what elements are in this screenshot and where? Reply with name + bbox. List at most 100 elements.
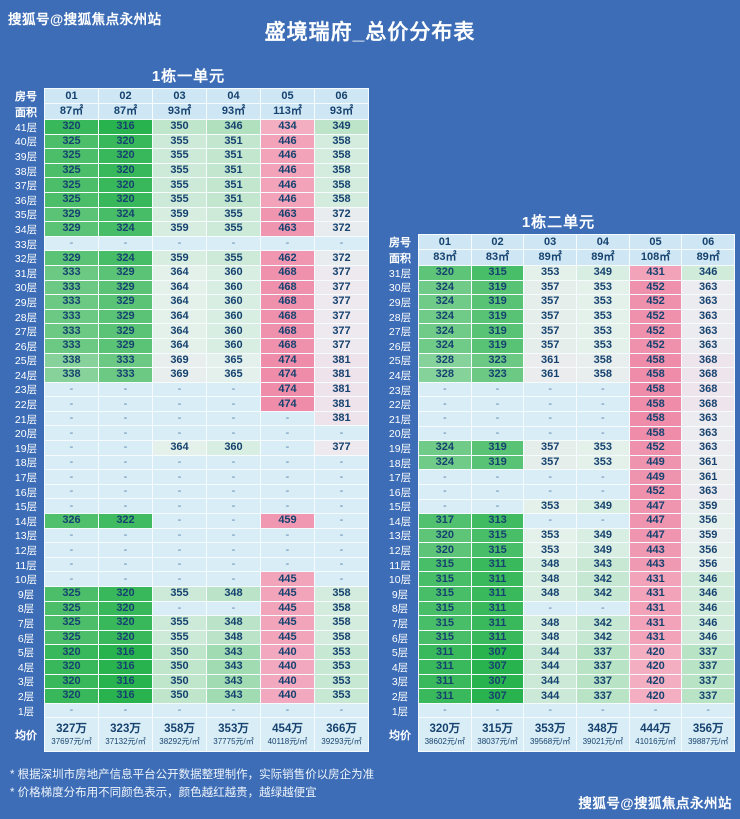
price-cell: 381 <box>315 397 369 412</box>
price-cell: 329 <box>44 251 99 266</box>
price-cell: 468 <box>261 309 315 325</box>
table-row: 5层 320 316 350 343 440 353 <box>8 645 369 660</box>
empty-cell: - <box>524 382 578 398</box>
price-cell: 357 <box>524 295 578 310</box>
price-cell: 440 <box>261 689 315 704</box>
floor-label: 21层 <box>388 413 412 426</box>
avg-cell: 353万 37775元/㎡ <box>207 718 261 753</box>
empty-cell: - <box>315 484 369 500</box>
floor-label: 7层 <box>17 617 35 630</box>
price-cell: 315 <box>418 587 472 602</box>
column-header-cell: 01 <box>418 234 472 250</box>
area-cell: 89㎡ <box>682 250 736 266</box>
price-cell: 317 <box>418 514 472 529</box>
floor-label: 21层 <box>14 413 38 426</box>
floor-label: 7层 <box>391 618 409 631</box>
floor-label: 25层 <box>388 355 412 368</box>
price-cell: 346 <box>682 601 736 617</box>
table-average-row: 均价 320万 38602元/㎡ 315万 38037元/㎡ 353万 39568元/㎡ 34… <box>382 718 736 753</box>
floor-label: 14层 <box>388 515 412 528</box>
table-row: 1层 - - - - - - <box>382 703 736 719</box>
price-cell: 445 <box>261 630 315 646</box>
price-cell: 356 <box>682 557 736 573</box>
empty-cell: - <box>99 382 153 398</box>
area-cell: 93㎡ <box>153 104 207 120</box>
price-cell: 358 <box>577 368 630 383</box>
price-cell: 358 <box>315 630 369 646</box>
price-cell: 311 <box>471 587 525 602</box>
empty-cell: - <box>207 470 261 485</box>
avg-cell: 353万 39568元/㎡ <box>524 718 578 753</box>
price-cell: 353 <box>315 645 369 660</box>
empty-cell: - <box>315 455 369 471</box>
price-cell: 474 <box>261 368 315 383</box>
price-cell: 353 <box>577 280 630 296</box>
price-cell: 333 <box>99 353 153 369</box>
price-cell: 474 <box>261 353 315 369</box>
floor-label: 20层 <box>14 428 38 441</box>
price-cell: 459 <box>261 514 315 529</box>
price-cell: 365 <box>207 353 261 369</box>
floor-label: 9层 <box>391 588 409 601</box>
floor-label: 41层 <box>14 121 38 134</box>
table-area-row: 面积 87㎡ 87㎡ 93㎡ 93㎡ 113㎡ 93㎡ <box>8 104 369 120</box>
price-cell: 333 <box>44 324 99 339</box>
price-cell: 359 <box>153 251 207 266</box>
empty-cell: - <box>524 484 578 500</box>
price-cell: 447 <box>629 514 683 529</box>
price-cell: 349 <box>577 528 630 544</box>
price-cell: 313 <box>471 514 525 529</box>
table-row: 37层 325 320 355 351 446 358 <box>8 178 369 193</box>
price-cell: 346 <box>682 266 736 281</box>
floor-label: 16层 <box>388 486 412 499</box>
price-cell: 468 <box>261 280 315 296</box>
price-cell: 458 <box>629 411 683 427</box>
price-cell: 323 <box>471 353 525 369</box>
empty-cell: - <box>153 236 207 252</box>
price-cell: 346 <box>682 616 736 631</box>
price-cell: 355 <box>153 149 207 164</box>
price-cell: 359 <box>153 207 207 223</box>
price-cell: 353 <box>577 324 630 339</box>
floor-label: 11层 <box>15 559 37 572</box>
price-cell: 329 <box>44 207 99 223</box>
price-cell: 431 <box>629 266 683 281</box>
floor-label: 24层 <box>14 369 38 382</box>
floor-label: 10层 <box>388 574 412 587</box>
table-row: 23层 - - - -474 381 <box>8 382 369 398</box>
price-cell: 351 <box>207 134 261 150</box>
price-cell: 324 <box>99 207 153 223</box>
price-cell: 311 <box>471 557 525 573</box>
empty-cell: - <box>261 236 315 252</box>
price-cell: 320 <box>99 178 153 193</box>
avg-unit-price: 38602元/㎡ <box>424 736 466 746</box>
empty-cell: - <box>471 426 525 442</box>
avg-label: 均价 <box>15 730 37 743</box>
avg-total-price: 353万 <box>218 723 249 736</box>
table-row: 3层 311 307 344 337 420 337 <box>382 674 736 690</box>
price-cell: 320 <box>418 543 472 558</box>
empty-cell: - <box>207 514 261 529</box>
price-cell: 337 <box>682 689 736 704</box>
price-cell: 329 <box>99 338 153 354</box>
price-cell: 357 <box>524 338 578 354</box>
table-row: 27层 324 319 357 353 452 363 <box>382 324 736 339</box>
price-cell: 329 <box>99 280 153 296</box>
column-header-cell: 05 <box>261 88 315 104</box>
price-cell: 458 <box>629 397 683 412</box>
price-cell: 357 <box>524 455 578 471</box>
floor-label: 27层 <box>388 326 412 339</box>
price-cell: 363 <box>682 426 736 442</box>
price-cell: 348 <box>207 587 261 602</box>
price-cell: 361 <box>524 368 578 383</box>
area-label: 面积 <box>389 253 411 265</box>
table-row: 9层 325 320 355 348 445 358 <box>8 587 369 602</box>
table-row: 28层 324 319 357 353 452 363 <box>382 309 736 325</box>
price-cell: 363 <box>682 309 736 325</box>
empty-cell: - <box>471 470 525 485</box>
table-row: 20层 - - - - - - <box>8 426 369 442</box>
empty-cell: - <box>315 470 369 485</box>
price-cell: 363 <box>682 484 736 500</box>
empty-cell: - <box>471 411 525 427</box>
price-cell: 311 <box>471 630 525 646</box>
